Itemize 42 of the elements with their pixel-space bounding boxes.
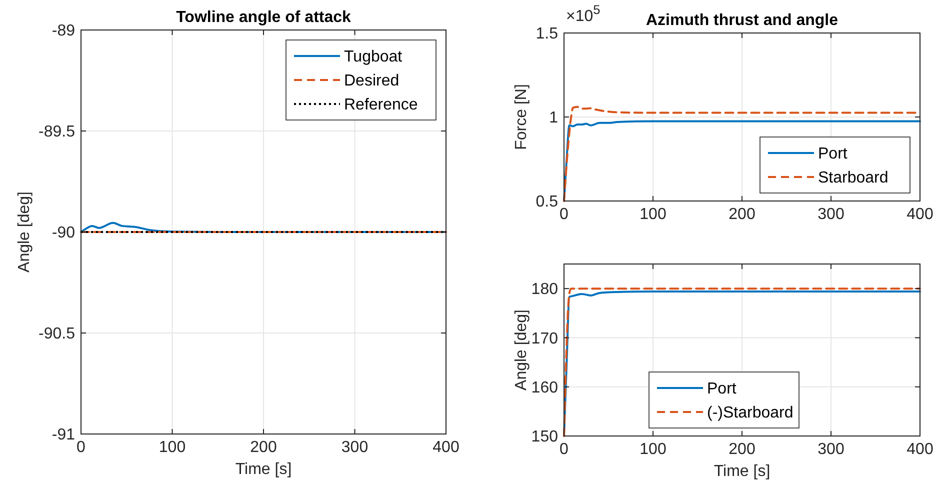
x-tick-label: 200 xyxy=(728,441,756,458)
x-tick-label: 300 xyxy=(818,206,844,223)
y-tick-label: -91 xyxy=(52,426,76,444)
x-tick-label: 100 xyxy=(158,439,186,456)
y-tick-label: -90.5 xyxy=(38,326,76,343)
y-tick-label: -89 xyxy=(52,22,76,40)
y-tick-label: 170 xyxy=(531,330,558,348)
legend-label: (-)Starboard xyxy=(707,404,794,422)
legend-label: Port xyxy=(707,380,737,398)
y-tick-label: -90 xyxy=(52,224,76,242)
y-tick-label: 1 xyxy=(549,110,558,127)
x-axis-title: Time [s] xyxy=(714,463,770,480)
legend-label: Starboard xyxy=(818,170,888,187)
y-tick-label: 180 xyxy=(531,281,558,298)
legend-label: Port xyxy=(818,146,848,163)
y-axis-title: Angle [deg] xyxy=(16,192,33,272)
x-tick-label: 0 xyxy=(560,206,569,223)
x-tick-label: 100 xyxy=(640,441,666,458)
x-tick-label: 0 xyxy=(76,439,86,456)
x-axis-title: Time [s] xyxy=(235,461,292,478)
y-axis-title: Angle [deg] xyxy=(513,310,530,390)
x-tick-label: 0 xyxy=(560,441,569,458)
legend-label: Reference xyxy=(344,96,418,114)
x-tick-label: 300 xyxy=(818,441,844,458)
x-tick-label: 400 xyxy=(906,206,934,223)
text: ×10$^{5}$ xyxy=(566,2,600,25)
legend-label: Tugboat xyxy=(344,48,403,66)
y-tick-label: 0.5 xyxy=(536,194,558,211)
y-axis-title: Force [N] xyxy=(513,84,530,150)
y-tick-label: 160 xyxy=(531,379,558,396)
y-tick-label: 150 xyxy=(531,428,558,446)
x-tick-label: 200 xyxy=(250,439,277,456)
chart-title: Towline angle of attack xyxy=(176,9,352,26)
y-tick-label: -89.5 xyxy=(38,124,76,141)
x-tick-label: 300 xyxy=(341,439,368,456)
x-tick-label: 400 xyxy=(906,441,934,458)
y-tick-label: 1.5 xyxy=(536,26,558,43)
x-tick-label: 100 xyxy=(640,206,666,223)
x-tick-label: 400 xyxy=(432,439,460,456)
x-tick-label: 200 xyxy=(728,206,756,223)
chart-title: Azimuth thrust and angle xyxy=(646,12,838,29)
legend-label: Desired xyxy=(344,72,400,90)
